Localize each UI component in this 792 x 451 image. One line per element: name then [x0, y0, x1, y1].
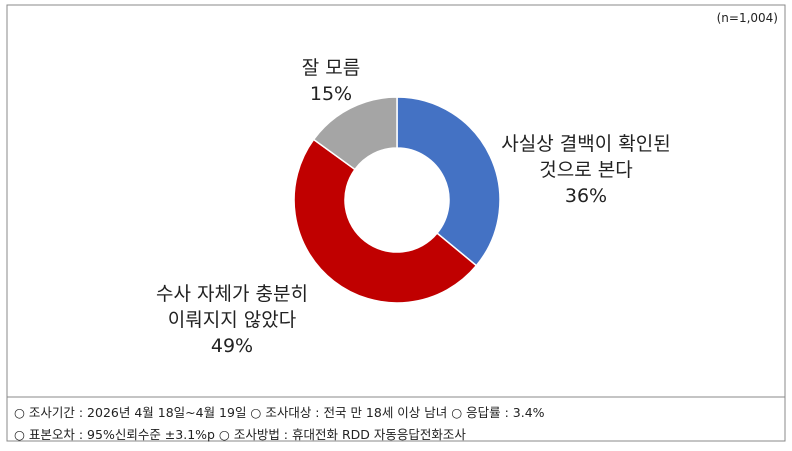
frame [6, 4, 786, 442]
donut-slice [293, 138, 478, 304]
slice-label: 수사 자체가 충분히 [156, 283, 308, 305]
value-label: 36% [565, 185, 607, 207]
slice-label: 것으로 본다 [539, 159, 632, 181]
sample-note: (n=1,004) [717, 11, 778, 25]
footnote: ○ 조사기간 : 2026년 4월 18일~4월 19일 ○ 조사대상 : 전국… [14, 405, 545, 420]
donut-slice [396, 96, 501, 267]
slice-label: 이뤄지지 않았다 [168, 309, 296, 331]
value-label: 15% [310, 83, 352, 105]
slice-label: 잘 모름 [302, 57, 360, 79]
footnote: ○ 표본오차 : 95%신뢰수준 ±3.1%p ○ 조사방법 : 휴대전화 RD… [14, 427, 466, 442]
donut-slice [312, 96, 398, 171]
value-label: 49% [211, 335, 253, 357]
slice-label: 사실상 결백이 확인된 [501, 133, 670, 155]
